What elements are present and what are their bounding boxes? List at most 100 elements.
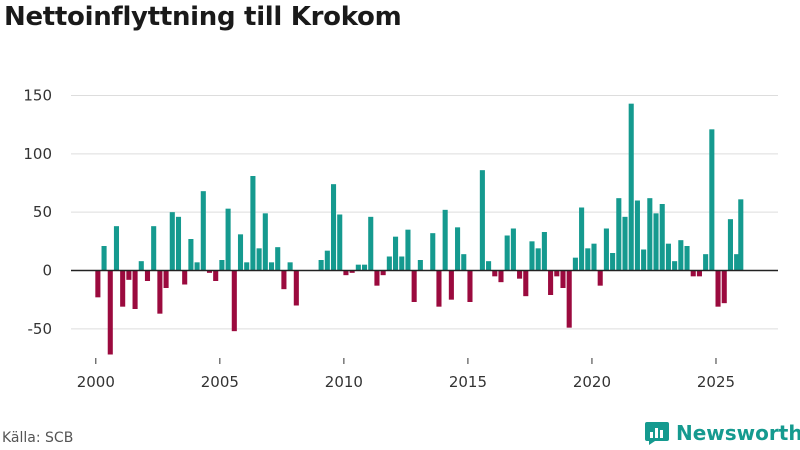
bar	[256, 248, 262, 271]
bar	[579, 207, 585, 271]
bar	[727, 219, 733, 271]
bar	[734, 254, 740, 271]
bar	[653, 213, 659, 271]
bar	[467, 270, 473, 302]
brand-logo[interactable]: Newsworthy	[644, 420, 800, 446]
x-tick-label: 2025	[697, 373, 735, 391]
bar	[616, 198, 622, 271]
brand-name: Newsworthy	[676, 421, 800, 445]
bar	[622, 216, 628, 271]
bar	[151, 226, 157, 271]
bar	[566, 270, 572, 328]
bar	[498, 270, 504, 283]
bar	[281, 270, 287, 290]
bar	[703, 254, 709, 271]
bar	[337, 214, 343, 271]
bar	[430, 233, 436, 271]
bar	[206, 270, 213, 273]
bar	[492, 270, 498, 277]
y-tick-label: 150	[23, 87, 52, 105]
bar	[634, 200, 640, 271]
bar-latest	[738, 199, 744, 271]
bar	[355, 264, 361, 271]
y-tick-label: 0	[42, 262, 52, 280]
bar	[182, 270, 188, 285]
bar	[120, 270, 126, 307]
bar	[647, 198, 653, 271]
gridlines	[71, 95, 778, 330]
bar	[659, 204, 665, 271]
bar	[628, 103, 634, 271]
bar	[163, 270, 169, 288]
bar	[194, 262, 200, 271]
y-tick-label: 50	[33, 203, 52, 221]
x-tick-label: 2000	[77, 373, 115, 391]
bar	[684, 246, 690, 271]
bar	[293, 270, 299, 306]
bar	[132, 270, 138, 309]
bar	[665, 243, 671, 271]
bar	[188, 239, 194, 271]
bar	[479, 170, 485, 271]
bar	[411, 270, 417, 302]
bar	[572, 257, 578, 271]
y-tick-label: -50	[28, 320, 53, 338]
bar	[585, 248, 591, 271]
bar	[672, 261, 678, 271]
bar	[287, 262, 293, 271]
bar	[144, 270, 151, 281]
bar	[517, 270, 523, 279]
chart-title: Nettoinflyttning till Krokom	[4, 2, 402, 32]
bar	[361, 264, 368, 271]
bar	[529, 241, 535, 271]
newsworthy-icon	[645, 422, 669, 445]
bar	[349, 270, 355, 273]
bar	[386, 256, 392, 271]
x-axis-ticks: 2000 2005 2010 2015 2020 2025	[77, 358, 735, 391]
bar	[399, 256, 405, 271]
bar	[157, 270, 163, 314]
bar	[442, 209, 448, 271]
bar	[461, 254, 467, 271]
y-axis-ticks: -50 0 50 100 150	[23, 87, 52, 338]
bar	[113, 226, 120, 271]
x-tick-label: 2015	[449, 373, 487, 391]
bar	[641, 249, 647, 271]
bar	[417, 260, 423, 271]
bar	[523, 270, 529, 297]
bar	[374, 270, 380, 286]
bar	[250, 176, 256, 271]
bar	[126, 270, 132, 280]
bar	[138, 261, 144, 271]
bar	[405, 229, 411, 271]
bar	[200, 191, 206, 271]
bar	[318, 260, 324, 271]
bar	[715, 270, 721, 307]
bar	[554, 270, 560, 277]
bar	[560, 270, 566, 288]
bar	[219, 260, 225, 271]
bar	[275, 247, 281, 271]
bar	[535, 248, 541, 271]
bar	[548, 270, 554, 295]
bar	[610, 253, 616, 271]
bar	[504, 235, 510, 271]
bar	[393, 236, 399, 271]
bar	[175, 216, 182, 271]
bar	[95, 270, 101, 298]
bar	[107, 270, 113, 355]
bar	[448, 270, 454, 300]
bar	[244, 262, 250, 271]
bar	[237, 234, 244, 271]
bar	[436, 270, 442, 307]
bar	[603, 228, 609, 271]
bar	[510, 228, 516, 271]
y-tick-label: 100	[23, 145, 52, 163]
x-tick-label: 2010	[325, 373, 363, 391]
bar	[690, 270, 696, 277]
bar	[696, 270, 702, 277]
bar	[486, 261, 492, 271]
x-tick-label: 2020	[573, 373, 611, 391]
bar	[455, 227, 461, 271]
